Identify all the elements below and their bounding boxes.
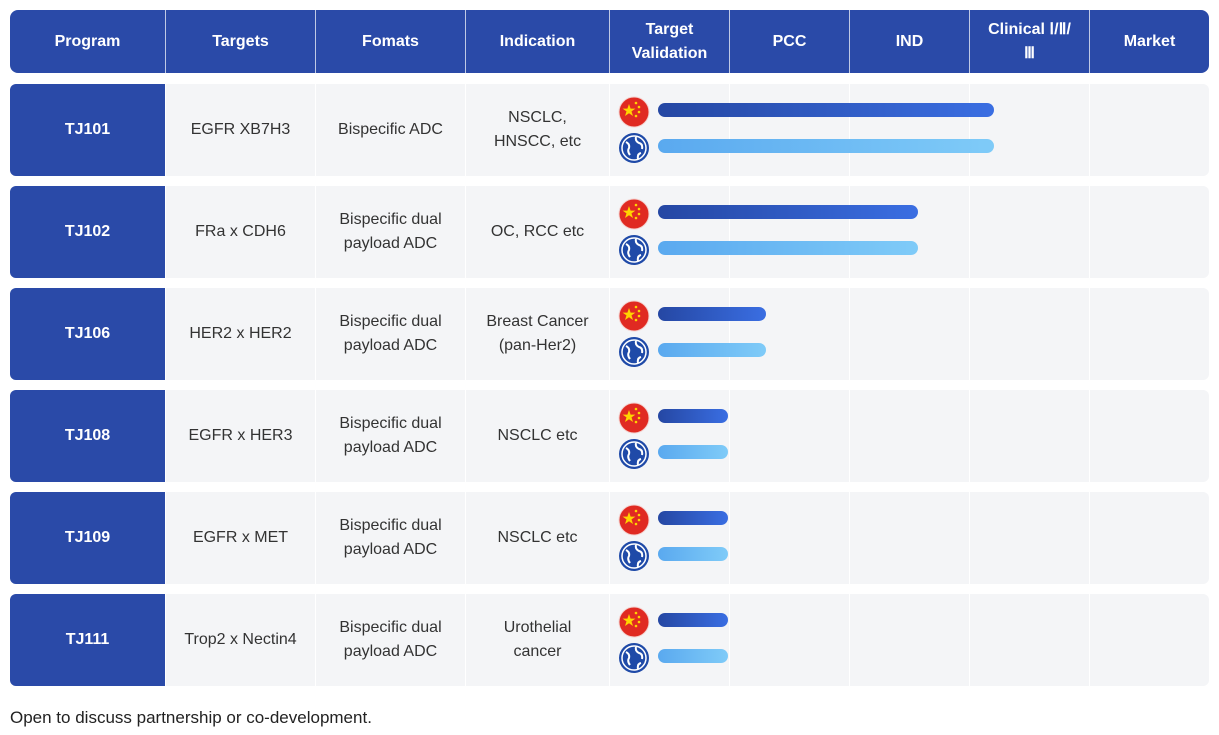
column-divider <box>729 594 730 686</box>
column-divider <box>969 84 970 176</box>
column-divider <box>609 288 610 380</box>
program-cell: TJ109 <box>10 492 165 584</box>
header-cell: Market <box>1089 10 1209 73</box>
header-cell: Target Validation <box>609 10 729 73</box>
header-cell: Targets <box>165 10 315 73</box>
targets-cell: EGFR x HER3 <box>165 390 315 482</box>
column-divider <box>1089 492 1090 584</box>
china-progress-bar <box>658 409 728 423</box>
china-progress-bar <box>658 307 766 321</box>
column-divider <box>849 186 850 278</box>
china-icon <box>618 96 650 128</box>
column-divider <box>729 390 730 482</box>
column-divider <box>729 84 730 176</box>
global-progress-bar <box>658 547 728 561</box>
program-cell: TJ102 <box>10 186 165 278</box>
column-divider <box>969 186 970 278</box>
format-cell: Bispecific dual payload ADC <box>315 492 465 584</box>
indication-cell: NSCLC, HNSCC, etc <box>465 84 609 176</box>
global-icon <box>619 133 649 163</box>
targets-cell: HER2 x HER2 <box>165 288 315 380</box>
indication-cell: OC, RCC etc <box>465 186 609 278</box>
column-divider <box>849 288 850 380</box>
column-divider <box>1089 594 1090 686</box>
column-divider <box>969 390 970 482</box>
global-progress-bar <box>658 343 766 357</box>
header-cell: PCC <box>729 10 849 73</box>
format-cell: Bispecific ADC <box>315 84 465 176</box>
column-divider <box>609 186 610 278</box>
column-divider <box>1089 390 1090 482</box>
global-progress-bar <box>658 139 994 153</box>
column-divider <box>609 492 610 584</box>
header-cell: Fomats <box>315 10 465 73</box>
column-divider <box>1089 186 1090 278</box>
china-icon <box>618 300 650 332</box>
program-cell: TJ106 <box>10 288 165 380</box>
program-cell: TJ111 <box>10 594 165 686</box>
column-divider <box>849 594 850 686</box>
header-cell: Indication <box>465 10 609 73</box>
global-icon <box>619 643 649 673</box>
global-icon <box>619 337 649 367</box>
column-divider <box>969 594 970 686</box>
format-cell: Bispecific dual payload ADC <box>315 186 465 278</box>
indication-cell: Breast Cancer (pan-Her2) <box>465 288 609 380</box>
china-icon <box>618 198 650 230</box>
column-divider <box>729 288 730 380</box>
format-cell: Bispecific dual payload ADC <box>315 288 465 380</box>
global-icon <box>619 235 649 265</box>
column-divider <box>849 390 850 482</box>
footer: Open to discuss partnership or co-develo… <box>10 708 372 727</box>
global-progress-bar <box>658 649 728 663</box>
format-cell: Bispecific dual payload ADC <box>315 594 465 686</box>
column-divider <box>729 492 730 584</box>
targets-cell: EGFR XB7H3 <box>165 84 315 176</box>
china-progress-bar <box>658 511 728 525</box>
header-cell: IND <box>849 10 969 73</box>
column-divider <box>849 84 850 176</box>
china-icon <box>618 504 650 536</box>
header-cell: Program <box>54 32 121 50</box>
column-divider <box>609 84 610 176</box>
global-icon <box>619 439 649 469</box>
china-progress-bar <box>658 613 728 627</box>
column-divider <box>1089 288 1090 380</box>
china-progress-bar <box>658 103 994 117</box>
targets-cell: FRa x CDH6 <box>165 186 315 278</box>
program-cell: TJ108 <box>10 390 165 482</box>
column-divider <box>729 186 730 278</box>
column-divider <box>609 594 610 686</box>
china-progress-bar <box>658 205 919 219</box>
format-cell: Bispecific dual payload ADC <box>315 390 465 482</box>
targets-cell: EGFR x MET <box>165 492 315 584</box>
header-cell: Clinical Ⅰ/Ⅱ/Ⅲ <box>969 10 1089 73</box>
global-progress-bar <box>658 445 728 459</box>
global-icon <box>619 541 649 571</box>
indication-cell: NSCLC etc <box>465 390 609 482</box>
china-icon <box>618 402 650 434</box>
column-divider <box>969 288 970 380</box>
column-divider <box>969 492 970 584</box>
program-cell: TJ101 <box>10 84 165 176</box>
column-divider <box>849 492 850 584</box>
targets-cell: Trop2 x Nectin4 <box>165 594 315 686</box>
indication-cell: NSCLC etc <box>465 492 609 584</box>
column-divider <box>1089 84 1090 176</box>
column-divider <box>609 390 610 482</box>
global-progress-bar <box>658 241 919 255</box>
indication-cell: Urothelial cancer <box>465 594 609 686</box>
china-icon <box>618 606 650 638</box>
